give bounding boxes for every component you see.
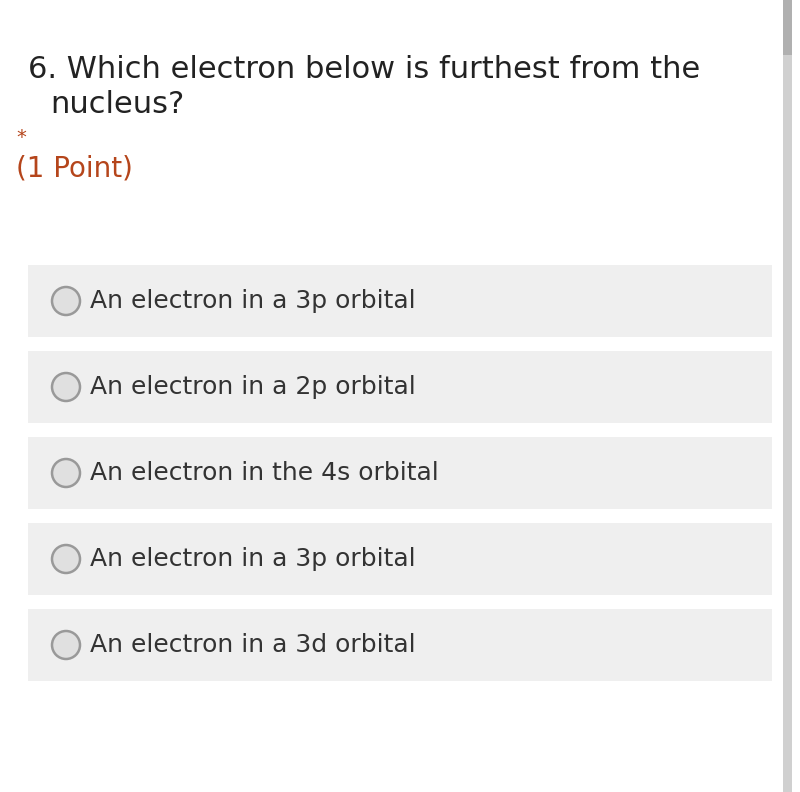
Bar <box>28 265 772 337</box>
Text: nucleus?: nucleus? <box>50 90 184 119</box>
Text: An electron in a 2p orbital: An electron in a 2p orbital <box>90 375 416 399</box>
Text: An electron in a 3p orbital: An electron in a 3p orbital <box>90 547 416 571</box>
Bar <box>28 351 772 423</box>
Circle shape <box>52 631 80 659</box>
Circle shape <box>52 373 80 401</box>
Text: 6. Which electron below is furthest from the: 6. Which electron below is furthest from… <box>28 55 700 84</box>
Circle shape <box>52 287 80 315</box>
Bar <box>28 437 772 509</box>
Bar <box>783 0 792 792</box>
Text: An electron in a 3p orbital: An electron in a 3p orbital <box>90 289 416 313</box>
Text: An electron in the 4s orbital: An electron in the 4s orbital <box>90 461 438 485</box>
Bar <box>783 0 792 55</box>
Bar <box>28 523 772 595</box>
Circle shape <box>52 545 80 573</box>
Text: (1 Point): (1 Point) <box>16 155 133 183</box>
Bar <box>28 609 772 681</box>
Text: *: * <box>16 128 26 147</box>
Circle shape <box>52 459 80 487</box>
Text: An electron in a 3d orbital: An electron in a 3d orbital <box>90 633 416 657</box>
